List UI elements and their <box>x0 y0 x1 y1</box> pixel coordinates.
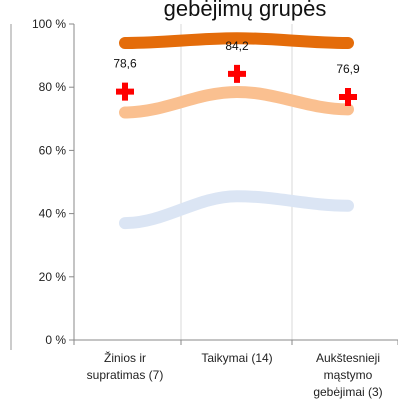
data-label: 78,6 <box>113 57 137 71</box>
series-line <box>119 190 354 230</box>
series-line <box>119 32 354 49</box>
cross-marker <box>228 64 246 83</box>
cross-marker <box>339 87 357 106</box>
cross-marker <box>116 82 134 101</box>
series-line <box>119 85 354 119</box>
x-category-label: Aukštesnieji mąstymo gebėjimai (3) <box>313 351 382 399</box>
x-category-label: Žinios ir supratimas (7) <box>87 350 164 382</box>
y-tick-label: 60 % <box>39 143 67 157</box>
y-tick-label: 40 % <box>39 207 67 221</box>
y-tick-label: 80 % <box>39 80 67 94</box>
y-tick-label: 20 % <box>39 270 67 284</box>
data-label: 76,9 <box>336 62 360 76</box>
x-category-label: Taikymai (14) <box>201 351 272 365</box>
chart-title: gebėjimų grupės <box>164 0 327 21</box>
y-tick-label: 100 % <box>32 17 66 31</box>
y-tick-label: 0 % <box>45 333 66 347</box>
data-label: 84,2 <box>225 39 249 53</box>
